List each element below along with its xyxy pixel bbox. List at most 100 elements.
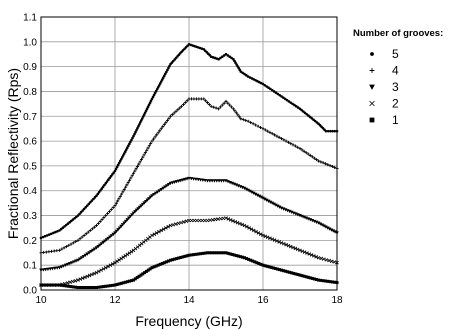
y-tick-label: 0.1 [23,261,37,272]
data-point [135,128,138,132]
data-point [99,242,104,246]
data-point [185,177,189,181]
data-point [111,173,114,176]
data-point [285,98,289,102]
data-point [263,234,268,239]
data-point [281,207,286,211]
data-point [187,253,191,257]
data-point [84,232,88,236]
data-point [119,256,123,261]
data-point [316,221,321,225]
data-point [68,280,72,284]
data-point [127,144,130,148]
data-point [194,252,198,256]
legend-marker [369,117,375,123]
data-point [99,268,103,272]
data-point [185,254,189,258]
data-point [98,243,102,247]
data-point [163,185,167,189]
series-2 [39,216,339,287]
data-point [101,185,105,189]
data-point [270,88,274,92]
data-point [139,158,143,162]
data-point [85,204,89,207]
data-point [121,281,125,285]
data-point [287,209,292,214]
data-point [123,280,127,284]
data-point [153,191,158,196]
data-point [129,176,133,180]
data-point [276,204,280,208]
data-point [69,242,73,246]
data-point [166,259,170,263]
data-point [302,274,306,278]
data-point [144,109,148,112]
data-point [294,212,298,216]
data-point [92,247,97,251]
data-point [67,243,71,247]
data-point [230,105,234,109]
data-point [296,145,300,149]
data-point [159,228,164,233]
data-point [226,217,231,221]
data-point [222,101,226,105]
data-point [204,99,208,103]
data-point [328,164,332,168]
data-point [249,120,253,124]
data-point [192,253,196,257]
data-point [90,286,94,290]
data-point [56,229,59,233]
data-point [143,271,147,275]
data-point [239,117,243,121]
data-point [231,219,235,223]
data-point [142,201,147,205]
data-point [96,244,100,249]
data-point [207,102,211,106]
data-point [109,234,114,238]
data-point [158,129,162,133]
data-point [113,283,117,287]
data-point [175,257,179,261]
data-point [152,192,156,197]
data-point [161,125,165,129]
data-point [263,264,267,268]
data-point [280,268,283,272]
data-point [244,187,249,192]
data-point [258,232,263,236]
data-point [97,285,101,289]
data-point [45,234,49,237]
data-point [52,231,55,235]
data-point [114,167,118,171]
data-point [123,219,128,224]
data-point [302,215,306,219]
data-point [219,56,222,60]
data-point [284,139,288,143]
data-point [319,160,323,164]
data-point [331,129,334,133]
data-point [139,273,143,277]
data-point [116,163,120,167]
data-point [284,242,288,247]
data-point [250,190,254,195]
data-point [58,248,61,252]
data-point [212,105,216,109]
data-point [259,262,263,266]
data-point [263,128,267,132]
data-point [150,139,154,143]
data-point [152,232,157,236]
data-point [139,204,144,208]
data-point [71,241,75,245]
data-point [292,211,296,215]
data-point [310,219,315,223]
data-point [166,68,169,72]
data-point [166,224,170,229]
data-point [145,148,149,152]
data-point [117,197,121,201]
data-point [133,210,137,214]
data-point [99,189,102,192]
data-point [268,236,272,240]
data-point [62,246,66,250]
data-point [44,283,48,287]
data-point [79,256,84,260]
data-point [304,216,308,220]
